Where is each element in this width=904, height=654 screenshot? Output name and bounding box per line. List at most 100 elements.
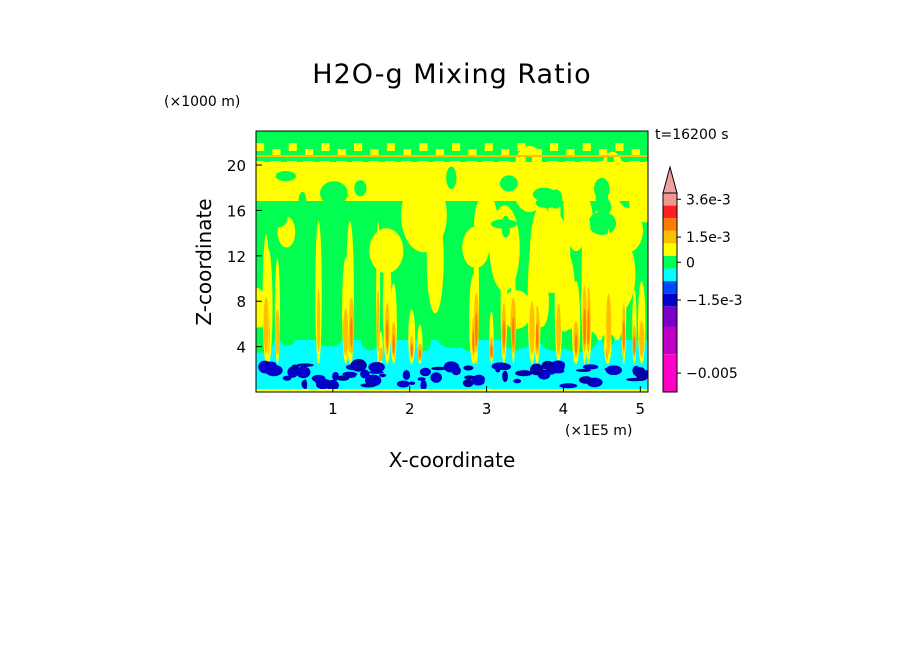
top-checker-cell xyxy=(321,143,330,151)
top-checker-cell xyxy=(590,157,598,162)
plume-core xyxy=(275,309,280,356)
blue-blob xyxy=(336,375,350,381)
blue-blob xyxy=(579,376,593,384)
blue-blob xyxy=(315,378,331,386)
plume-core xyxy=(556,303,561,355)
cyan-edge-patch xyxy=(360,329,380,351)
top-checker-cell xyxy=(484,143,493,151)
green-patch xyxy=(596,198,612,216)
y-tick-label: 12 xyxy=(227,248,246,266)
top-checker-cell xyxy=(607,157,614,162)
chart-title: H2O-g Mixing Ratio xyxy=(312,59,592,90)
blue-blob xyxy=(551,368,565,374)
time-label: t=16200 s xyxy=(655,127,729,143)
top-checker-cell xyxy=(411,157,418,162)
colorbar-bin xyxy=(663,255,677,269)
top-checker-cell xyxy=(533,149,542,157)
blue-blob xyxy=(301,379,307,389)
blue-blob xyxy=(605,365,623,376)
yellow-plume xyxy=(501,290,532,330)
colorbar-bin xyxy=(663,218,677,231)
blue-blob xyxy=(409,381,416,386)
green-patch xyxy=(532,187,556,202)
x-axis-label: X-coordinate xyxy=(388,448,516,472)
y-tick-label: 16 xyxy=(227,202,246,220)
yellow-plume xyxy=(426,206,444,314)
blue-blob xyxy=(515,370,533,377)
colorbar-bin xyxy=(663,306,677,327)
blue-blob xyxy=(529,363,544,376)
blue-blob xyxy=(282,375,292,381)
cyan-edge-patch xyxy=(279,334,295,346)
green-patch xyxy=(275,171,296,182)
green-patch xyxy=(499,175,518,192)
top-orange-line xyxy=(256,155,648,157)
plume-core xyxy=(535,322,539,350)
blue-blob xyxy=(360,369,370,379)
plume-core xyxy=(378,347,383,362)
plume-core xyxy=(263,296,269,354)
plume-core xyxy=(502,320,506,349)
surface-layer xyxy=(256,376,648,392)
blue-blob xyxy=(575,368,592,372)
blue-blob xyxy=(368,362,385,373)
blue-blob xyxy=(379,373,387,378)
blue-blob xyxy=(443,361,460,373)
plume-core xyxy=(587,309,590,345)
top-checker-cell xyxy=(305,149,314,157)
plume-core xyxy=(376,289,380,353)
top-checker-cell xyxy=(582,143,591,151)
blue-blob xyxy=(463,365,474,371)
plume-core xyxy=(622,321,625,349)
colorbar-label: 3.6e-3 xyxy=(686,192,731,208)
blue-blob xyxy=(417,377,426,381)
colorbar-frame xyxy=(662,192,678,393)
top-checker-cell xyxy=(623,157,631,162)
x-tick-label: 5 xyxy=(636,400,646,418)
plume-core xyxy=(583,308,586,345)
x-tick-label: 1 xyxy=(328,400,338,418)
colorbar-bin xyxy=(663,281,677,294)
colorbar-bin xyxy=(663,326,677,355)
colorbar-overflow-arrow xyxy=(662,165,678,194)
plume-core xyxy=(350,316,353,348)
plume-core xyxy=(574,333,578,354)
top-checker-cell xyxy=(468,149,477,157)
top-checker-cell xyxy=(354,143,363,151)
top-checker-cell xyxy=(460,157,467,162)
top-checker-cell xyxy=(599,149,608,157)
colorbar-bin xyxy=(663,268,677,282)
blue-blob xyxy=(502,370,508,383)
top-checker-cell xyxy=(403,149,412,157)
top-checker-cell xyxy=(272,149,281,157)
blue-blob xyxy=(296,366,311,379)
top-checker-cell xyxy=(517,143,526,151)
top-checker-cell xyxy=(370,149,379,157)
top-checker-cell xyxy=(525,157,533,162)
blue-blob xyxy=(296,363,314,367)
blue-blob xyxy=(420,379,427,391)
plume-core xyxy=(472,330,475,353)
y-tick-label: 4 xyxy=(236,339,246,357)
top-checker-cell xyxy=(435,149,444,157)
green-patch xyxy=(320,220,340,239)
blue-blob xyxy=(291,364,299,371)
yellow-plume xyxy=(402,182,428,245)
top-checker-cell xyxy=(501,149,510,157)
top-checker-cell xyxy=(280,157,288,162)
top-checker-cell xyxy=(386,143,395,151)
blue-blob xyxy=(369,370,384,374)
plume-core xyxy=(386,320,389,349)
green-patch xyxy=(265,208,288,228)
blue-blob xyxy=(396,380,410,388)
green-patch xyxy=(490,219,518,229)
blue-blob xyxy=(541,360,554,370)
plume-core xyxy=(512,316,515,348)
blue-blob xyxy=(462,379,474,388)
top-checker-cell xyxy=(574,157,582,162)
y-tick-label: 8 xyxy=(236,293,246,311)
top-checker-cell xyxy=(256,143,265,151)
top-checker-cell xyxy=(443,157,451,162)
top-checker-cell xyxy=(296,157,304,162)
